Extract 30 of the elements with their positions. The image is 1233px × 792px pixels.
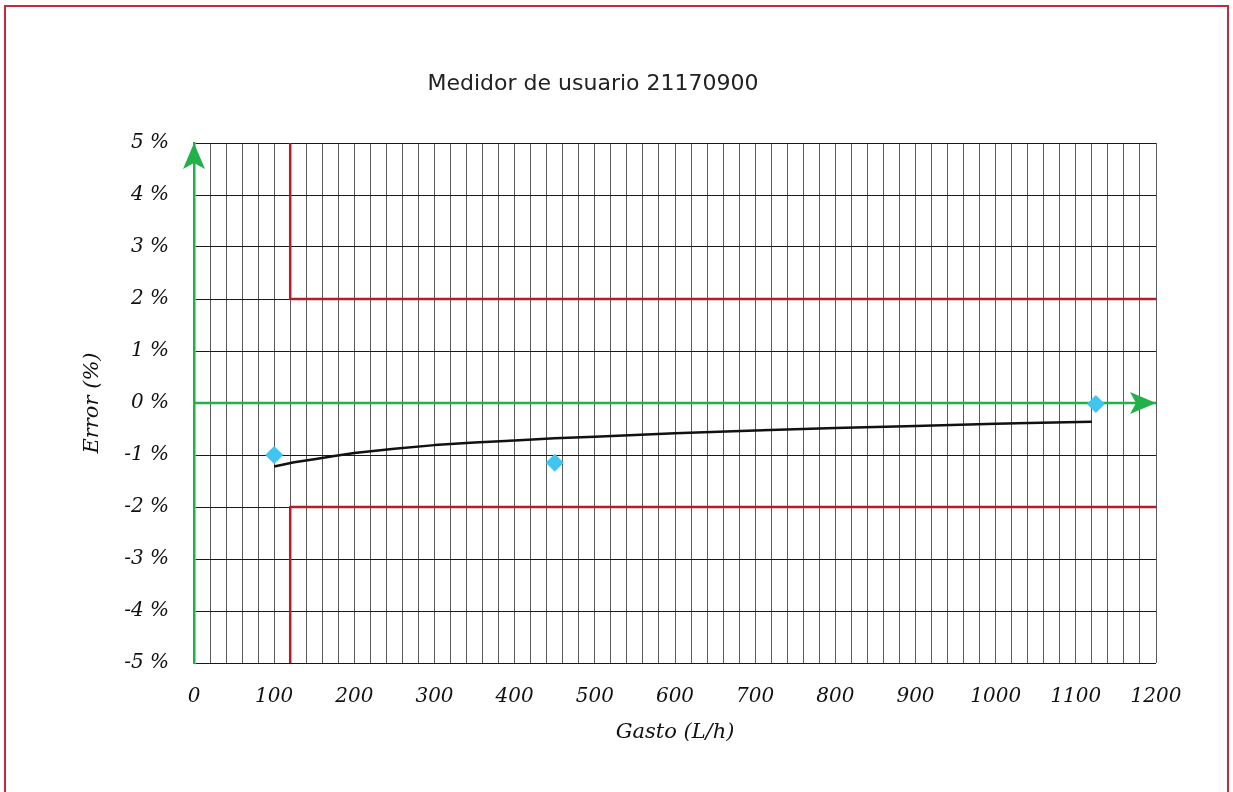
x-tick-label: 200 [334, 683, 374, 708]
y-axis-title: Error (%) [79, 352, 104, 455]
x-tick-label: 700 [736, 683, 775, 708]
y-tick-label: 4 % [129, 181, 169, 206]
x-tick-label: 1200 [1130, 683, 1182, 708]
y-tick-label: 3 % [130, 233, 169, 258]
y-tick-label: -3 % [124, 545, 169, 570]
point [265, 446, 284, 464]
y-tick-label: -4 % [124, 597, 169, 622]
y-tick-label: 5 % [130, 129, 169, 154]
chart-title: Medidor de usuario 21170900 [427, 70, 759, 95]
x-tick-label: 900 [896, 683, 935, 708]
y-tick-label: 1 % [130, 337, 169, 362]
y-tick-label: -2 % [124, 493, 169, 518]
y-tick-label: -5 % [124, 649, 169, 674]
x-tick-label: 600 [655, 683, 695, 708]
x-tick-label: 300 [415, 683, 454, 708]
y-tick-label: -1 % [124, 441, 169, 466]
x-tick-label: 100 [255, 683, 294, 708]
point [1086, 395, 1105, 414]
x-tick-label: 400 [494, 683, 535, 708]
x-tick-label: 500 [575, 683, 615, 708]
y-tick-label: 2 % [129, 285, 169, 310]
x-tick-label: 1100 [1050, 683, 1102, 708]
x-tick-label: 1000 [970, 683, 1022, 708]
point [545, 453, 564, 472]
x-tick-label: 800 [816, 683, 855, 708]
y-tick-label: 0 % [130, 389, 169, 414]
x-tick-label: 0 [187, 683, 201, 708]
x-axis-title: Gasto (L/h) [615, 718, 735, 743]
